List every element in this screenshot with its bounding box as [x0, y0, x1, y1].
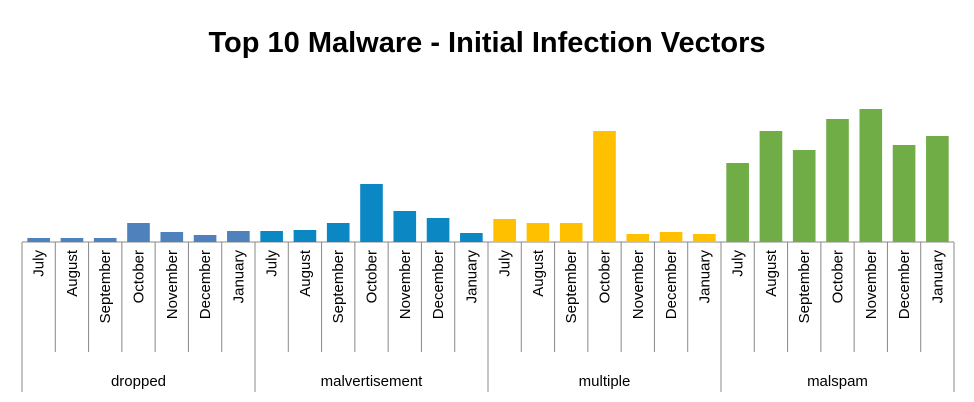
- x-tick-label: July: [497, 250, 514, 277]
- x-tick-label: December: [197, 250, 214, 319]
- x-tick-label: July: [264, 250, 281, 277]
- bar: [260, 231, 283, 242]
- x-tick-label: August: [530, 249, 547, 297]
- bar: [493, 219, 516, 242]
- x-tick-label: December: [896, 250, 913, 319]
- bar: [659, 232, 683, 242]
- bar: [460, 233, 483, 242]
- x-tick-label: October: [830, 250, 847, 303]
- group-label: malspam: [807, 373, 868, 390]
- chart-title: Top 10 Malware - Initial Infection Vecto…: [208, 27, 765, 59]
- bar: [626, 234, 650, 242]
- bar: [60, 238, 84, 242]
- x-tick-label: September: [330, 250, 347, 323]
- bar: [593, 131, 616, 242]
- bar: [792, 150, 816, 242]
- group-label: dropped: [111, 373, 166, 390]
- bar: [193, 235, 217, 242]
- x-tick-label: August: [297, 249, 314, 297]
- bar: [93, 238, 117, 242]
- x-tick-label: January: [230, 250, 247, 304]
- x-tick-label: December: [430, 250, 447, 319]
- group-label: malvertisement: [321, 373, 424, 390]
- bar: [726, 163, 749, 242]
- x-tick-label: July: [31, 250, 48, 277]
- x-tick-label: November: [630, 250, 647, 319]
- bar: [293, 230, 317, 242]
- x-tick-label: November: [397, 250, 414, 319]
- x-tick-label: January: [696, 250, 713, 304]
- x-tick-label: September: [97, 250, 114, 323]
- group-label: multiple: [579, 373, 631, 390]
- x-tick-label: September: [796, 250, 813, 323]
- x-tick-label: November: [164, 250, 181, 319]
- bar: [360, 184, 383, 242]
- x-tick-label: October: [597, 250, 614, 303]
- x-tick-label: October: [131, 250, 148, 303]
- x-tick-label: July: [730, 250, 747, 277]
- bar: [227, 231, 250, 242]
- bar: [859, 109, 883, 242]
- bar: [526, 223, 550, 242]
- x-tick-label: August: [64, 249, 81, 297]
- bar: [693, 234, 716, 242]
- bar: [892, 145, 916, 242]
- bar: [759, 131, 783, 242]
- x-tick-label: January: [929, 250, 946, 304]
- bar: [826, 119, 849, 242]
- bar: [27, 238, 50, 242]
- x-tick-label: November: [863, 250, 880, 319]
- x-tick-label: September: [563, 250, 580, 323]
- x-tick-label: October: [364, 250, 381, 303]
- bar: [393, 211, 417, 242]
- bar: [926, 136, 949, 242]
- x-tick-label: August: [763, 249, 780, 297]
- bar: [559, 223, 583, 242]
- bar: [127, 223, 150, 242]
- x-tick-label: December: [663, 250, 680, 319]
- bar: [160, 232, 184, 242]
- bar: [426, 218, 450, 242]
- x-tick-label: January: [463, 250, 480, 304]
- bar: [326, 223, 350, 242]
